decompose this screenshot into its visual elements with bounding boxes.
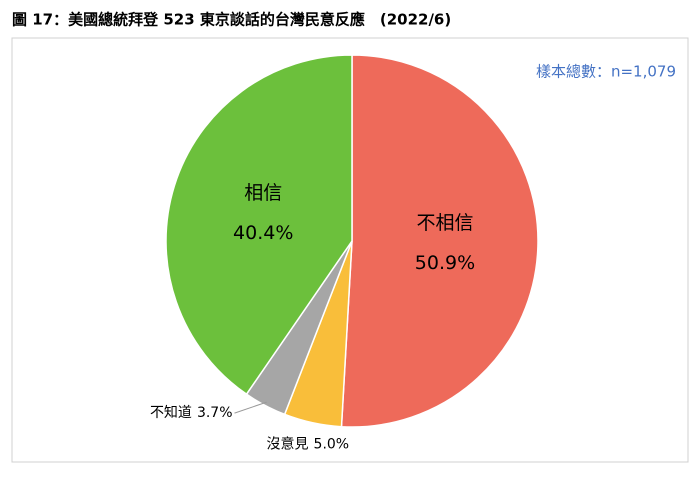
chart-frame bbox=[11, 37, 689, 463]
slice-value-label: 3.7% bbox=[197, 405, 233, 421]
slice-outside-label: 沒意見 5.0% bbox=[267, 436, 350, 453]
slice-value-label: 40.4% bbox=[233, 222, 293, 244]
slice-value-label: 5.0% bbox=[314, 437, 350, 453]
slice-category-label: 不相信 bbox=[416, 212, 473, 234]
slice-outside-label: 不知道 3.7% bbox=[150, 404, 233, 421]
pie-slice bbox=[165, 54, 353, 396]
slice-value-label: 50.9% bbox=[415, 252, 475, 274]
slice-category-label: 沒意見 bbox=[267, 436, 309, 453]
pie-slice bbox=[340, 54, 539, 428]
annotation: 樣本總數：n=1,079 bbox=[536, 63, 676, 81]
chart-title: 圖 17：美國總統拜登 523 東京談話的台灣民意反應 (2022/6) bbox=[12, 11, 451, 29]
slice-category-label: 相信 bbox=[244, 182, 282, 204]
leader-line bbox=[234, 401, 267, 414]
slice-category-label: 不知道 bbox=[150, 404, 192, 421]
